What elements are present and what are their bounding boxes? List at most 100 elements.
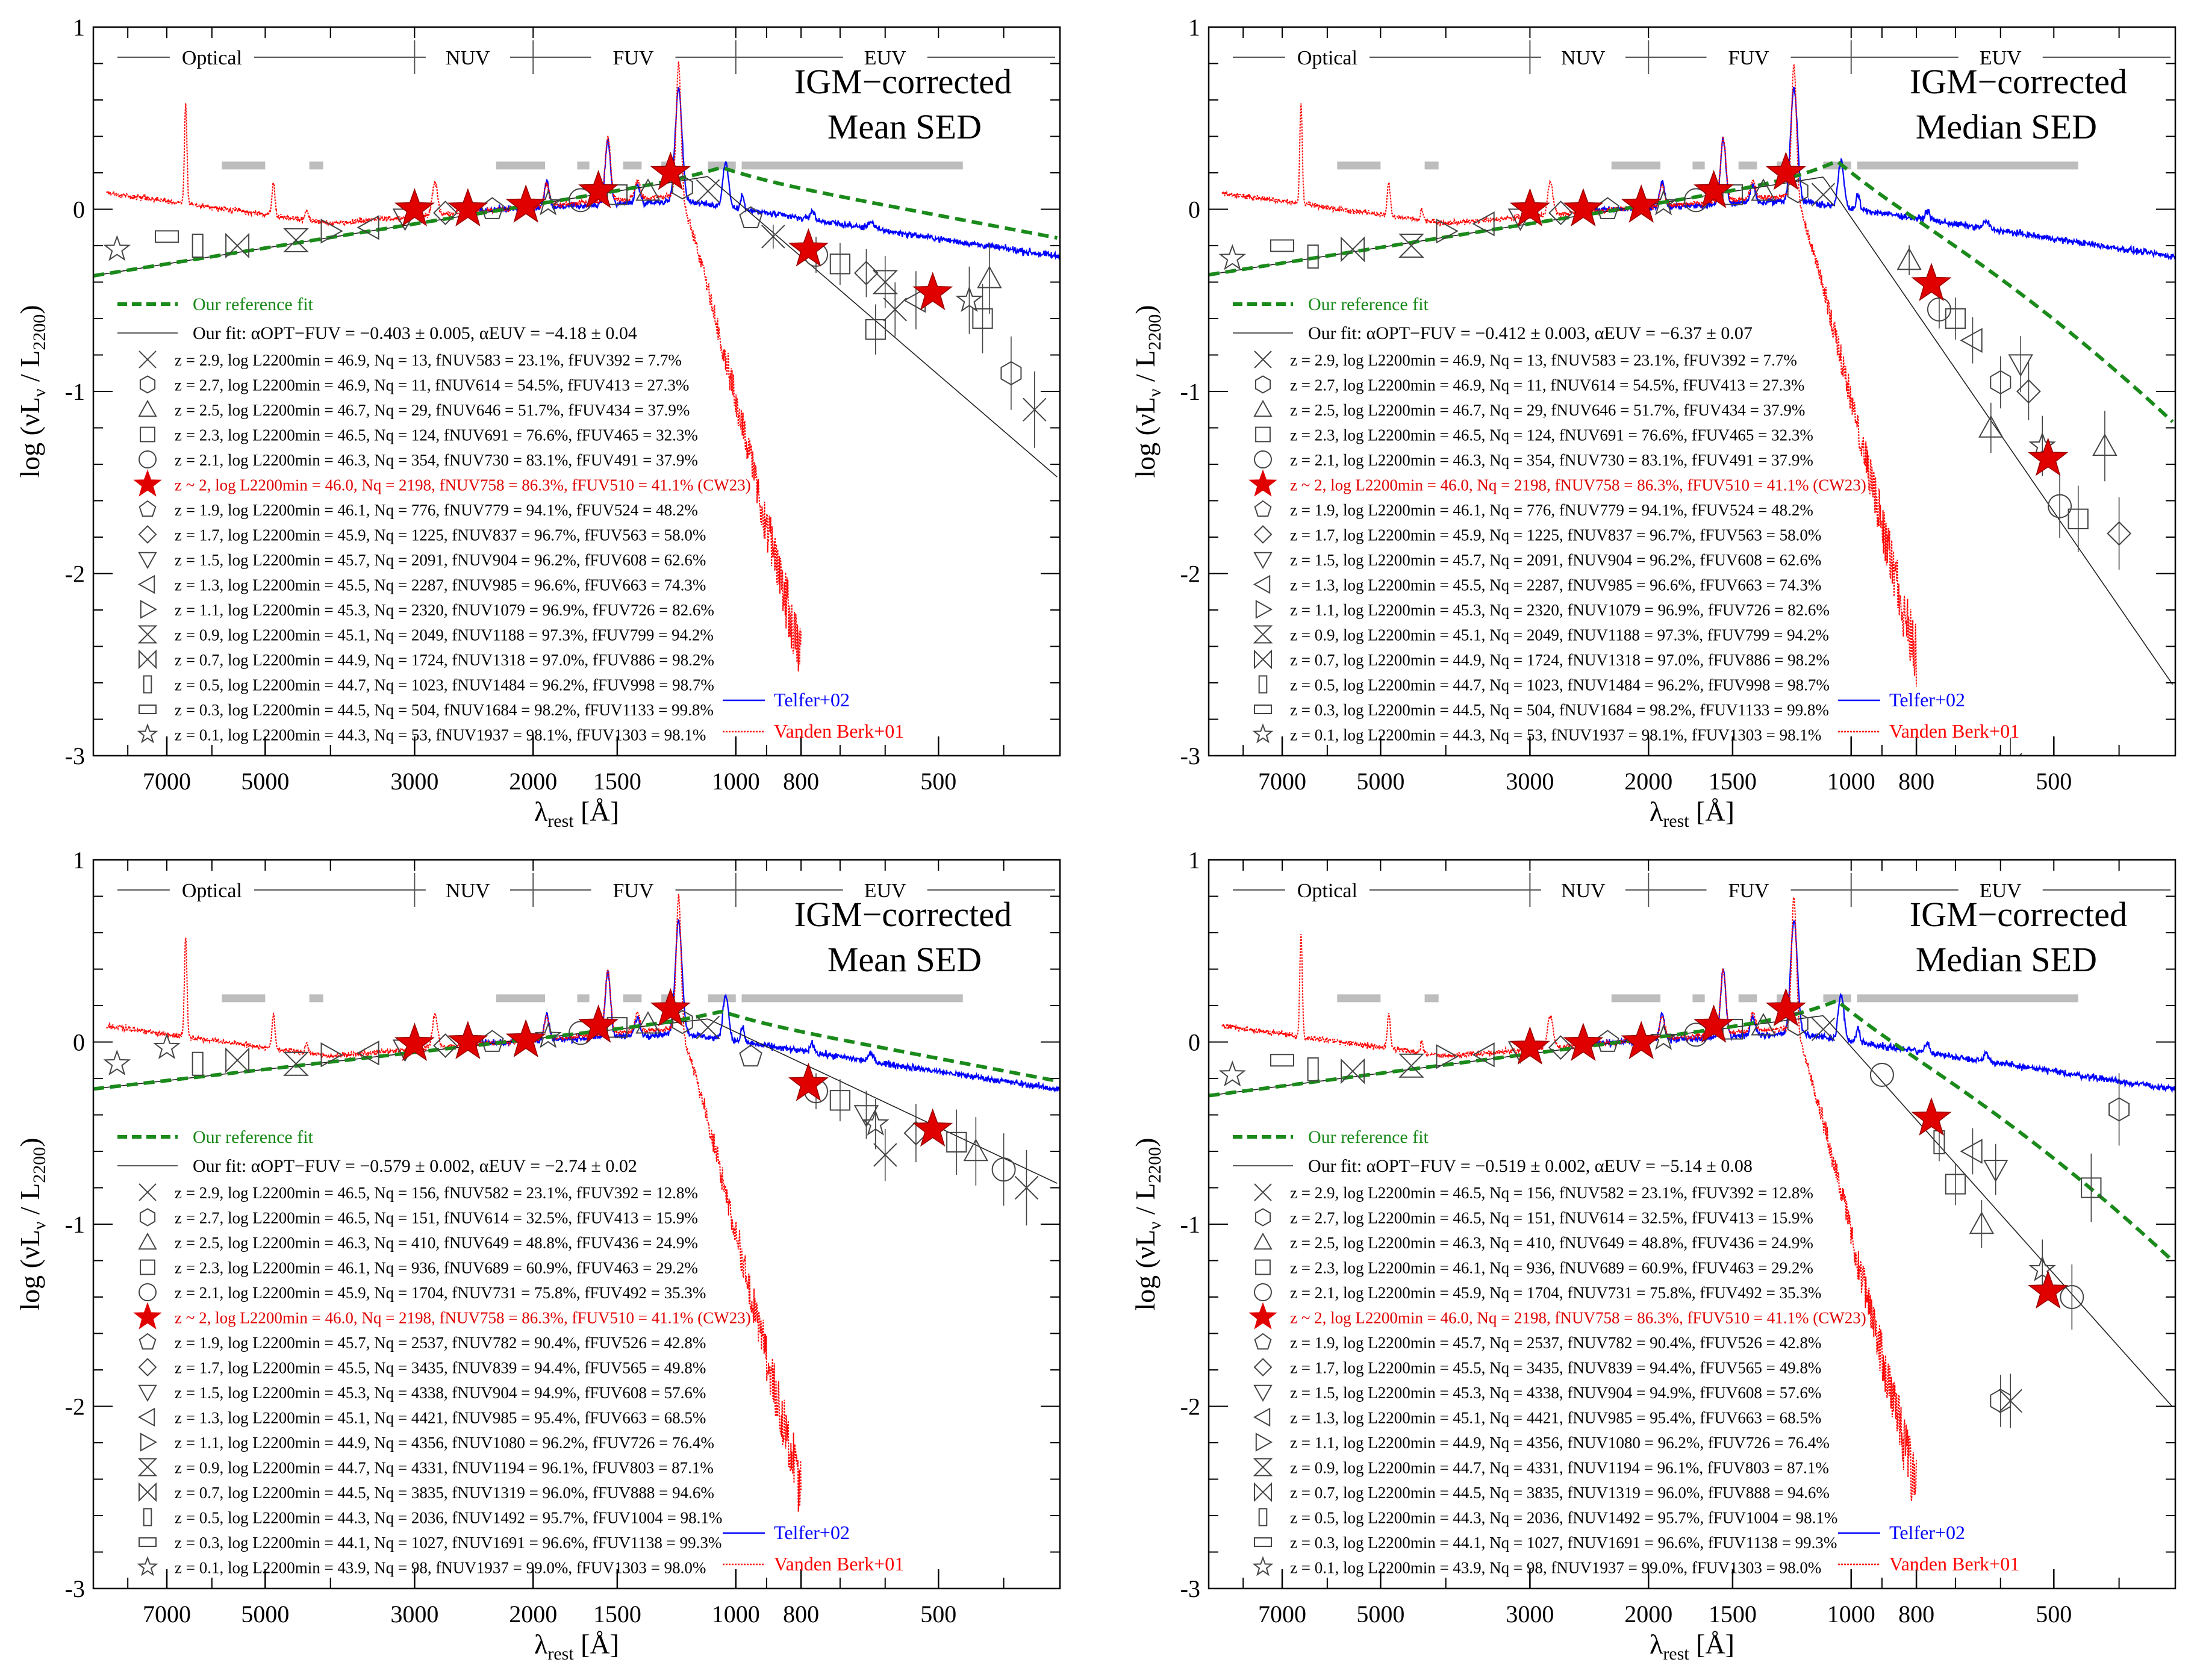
legend-row: z = 1.1, log L2200min = 45.3, Nq = 2320,… [1290,601,1830,619]
x-axis-label-sub: rest [1663,811,1689,831]
reference-fit-line [93,1010,1058,1091]
x-axis-label-unit: [Å] [1689,796,1734,827]
x-tick-label: 1000 [1827,1601,1875,1628]
panel-title-line-2: Mean SED [827,107,982,146]
legend-row: z = 1.9, log L2200min = 45.7, Nq = 2537,… [1290,1334,1821,1352]
legend-symbol-circle [1254,450,1273,468]
x-tick-label: 5000 [1356,768,1404,795]
y-tick-label: -3 [65,1575,85,1602]
legend-symbol-hourglass [137,625,158,644]
y-tick-label: -1 [1180,378,1200,405]
legend-row: z = 0.9, log L2200min = 45.1, Nq = 2049,… [175,626,714,644]
legend-reference-fit-label: Our reference fit [1308,294,1429,314]
our-fit-line [1209,176,2174,685]
telfer-spectrum [479,87,1060,260]
data-point-star-open [103,1049,131,1076]
legend-symbol-square [140,426,155,443]
telfer-spectrum [1594,919,2175,1094]
data-point-diamond [433,1033,458,1058]
legend-symbol-diamond [1253,525,1273,544]
data-point-hourglass [872,270,899,294]
data-point-hexagon [2108,1097,2130,1122]
data-point-pentagon [739,1044,762,1067]
x-tick-label: 800 [783,768,819,795]
data-point-triangle-left [1960,1139,1983,1164]
y-tick-label: 1 [1188,847,1200,874]
band-bar: Optical NUV FUV EUV [117,40,1055,74]
data-point-star-filled [1650,1024,1677,1050]
legend-reference-fit-label: Our reference fit [1308,1127,1429,1147]
cw23-star-point [2028,437,2069,476]
data-point-square [829,254,851,275]
panel-title-line-2: Median SED [1916,107,2097,146]
legend-symbol-star-open [1252,723,1274,744]
cw23-star-point [650,988,691,1027]
cw23-star-point [912,1108,953,1147]
band-label-bg [843,877,927,903]
band-label-bg [1958,44,2043,70]
legend-symbol-star-filled [1248,1302,1277,1330]
y-axis-label-a: log (νL [1130,1230,1161,1311]
legend-symbol-triangle-left [137,1407,155,1427]
legend-row: z = 1.5, log L2200min = 45.3, Nq = 4338,… [1290,1384,1821,1402]
x-tick-label: 500 [2036,1601,2072,1628]
legend-telfer-label: Telfer+02 [774,1522,850,1543]
band-label-bg [1541,44,1625,70]
legend-symbol-tall-rect [1258,675,1268,694]
band-label-bg [425,44,510,70]
legend-symbol-tall-rect [143,675,152,694]
data-point-cross [1014,1175,1039,1200]
legend-row: z = 2.5, log L2200min = 46.7, Nq = 29, f… [175,401,690,419]
legend-row: z = 2.7, log L2200min = 46.5, Nq = 151, … [175,1209,698,1227]
data-point-tall-rect [192,1051,204,1076]
x-tick-label: 500 [920,1601,956,1628]
cw23-star-point [788,1062,829,1101]
legend-vandenberk-label: Vanden Berk+01 [774,1553,904,1575]
data-point-diamond [1548,201,1573,226]
data-point-triangle-up [1751,1013,1776,1036]
y-axis-label-e: ) [1130,305,1161,314]
cw23-star-point [447,188,488,226]
legend-row: z = 1.5, log L2200min = 45.7, Nq = 2091,… [175,551,706,569]
legend-symbol-bowtie [1254,649,1272,670]
data-point-tall-rect [1307,244,1319,269]
legend-row: z = 2.5, log L2200min = 46.3, Nq = 410, … [1290,1234,1813,1252]
data-point-star-open [103,235,131,261]
x-tick-label: 2000 [509,768,557,795]
data-point-cross [873,1143,897,1167]
y-axis-label-d: 2200 [1145,314,1165,350]
band-label-euv: EUV [1980,47,2022,69]
legend-reference-fit-label: Our reference fit [193,1127,314,1147]
data-point-hourglass [1398,1053,1424,1078]
cw23-star-point [1621,184,1662,223]
legend-row: z = 1.1, log L2200min = 44.9, Nq = 4356,… [1290,1434,1830,1452]
legend-symbol-triangle-left [137,574,155,594]
band-label-bg [425,877,510,903]
data-point-bowtie [225,1047,250,1074]
data-point-wide-rect [1270,239,1294,252]
data-point-triangle-left [1960,328,1983,353]
y-tick-label: -3 [65,742,85,770]
cw23-star-point [2028,1270,2069,1309]
legend-our-fit-label: Our fit: αOPT−FUV = −0.412 ± 0.003, αEUV… [1308,323,1753,343]
x-tick-label: 1500 [1709,1601,1757,1628]
legend-symbol-triangle-right [1255,1433,1273,1452]
legend-symbol-wide-rect [139,705,157,714]
band-bar: Optical NUV FUV EUV [117,873,1055,907]
legend-row: z = 1.9, log L2200min = 46.1, Nq = 776, … [175,501,698,519]
legend-symbol-triangle-up [138,399,157,417]
legend-row: z = 0.1, log L2200min = 44.3, Nq = 53, f… [1290,726,1821,744]
legend-row: z = 2.3, log L2200min = 46.5, Nq = 124, … [175,426,698,444]
y-axis-label-c: / L [14,350,45,389]
data-point-triangle-up [2092,433,2118,456]
y-tick-label: -3 [1180,742,1200,770]
cw23-star-point [578,1004,619,1043]
data-point-hexagon [1000,361,1022,385]
vandenberk-spectrum [106,61,802,672]
band-label-bg [169,877,254,903]
legend-symbol-square [1255,1259,1271,1275]
data-point-circle [1869,1063,1894,1087]
data-point-triangle-up [635,1011,661,1034]
x-tick-label: 1000 [712,1601,760,1628]
